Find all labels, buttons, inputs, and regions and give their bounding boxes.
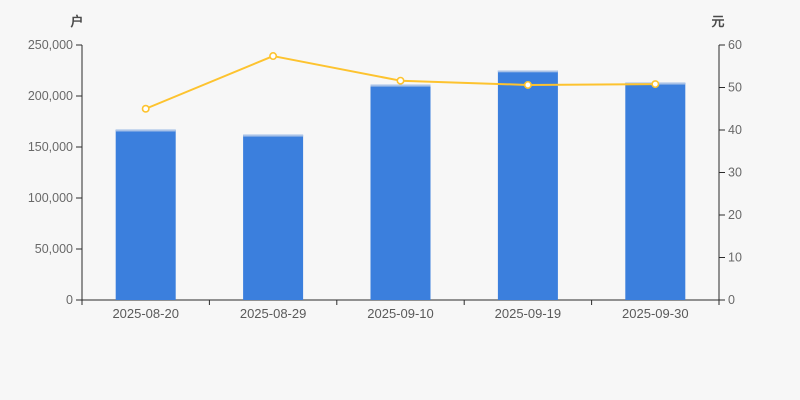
bar	[370, 84, 431, 300]
x-category-label: 2025-08-20	[112, 306, 179, 321]
bar-top-edge	[370, 84, 431, 87]
left-axis-tick-label: 200,000	[28, 89, 73, 103]
line-point-marker	[651, 80, 660, 89]
left-axis-unit-label: 户	[70, 14, 84, 29]
left-axis-tick-label: 100,000	[28, 191, 73, 205]
left-axis-tick-label: 150,000	[28, 140, 73, 154]
bar-top-edge	[497, 70, 558, 73]
left-axis-tick-label: 0	[66, 293, 73, 307]
bar-top-edge	[243, 134, 304, 137]
right-axis-unit-label: 元	[711, 14, 725, 29]
line-point-marker	[523, 80, 532, 89]
x-category-label: 2025-09-30	[622, 306, 689, 321]
x-category-label: 2025-09-19	[495, 306, 562, 321]
right-axis-tick-label: 60	[728, 38, 742, 52]
right-axis-tick-label: 0	[728, 293, 735, 307]
right-axis-tick-label: 40	[728, 123, 742, 137]
bar	[497, 70, 558, 300]
bar	[115, 129, 176, 300]
left-axis-tick-label: 50,000	[35, 242, 73, 256]
x-category-label: 2025-09-10	[367, 306, 434, 321]
line-point-marker	[269, 52, 278, 61]
bar	[243, 134, 304, 300]
line-point-marker	[141, 104, 150, 113]
right-axis-tick-label: 50	[728, 81, 742, 95]
left-axis-tick-label: 250,000	[28, 38, 73, 52]
right-axis-tick-label: 10	[728, 251, 742, 265]
right-axis-tick-label: 30	[728, 166, 742, 180]
bar	[625, 82, 686, 301]
bar-top-edge	[115, 129, 176, 132]
x-category-label: 2025-08-29	[240, 306, 307, 321]
line-point-marker	[396, 76, 405, 85]
right-axis-tick-label: 20	[728, 208, 742, 222]
